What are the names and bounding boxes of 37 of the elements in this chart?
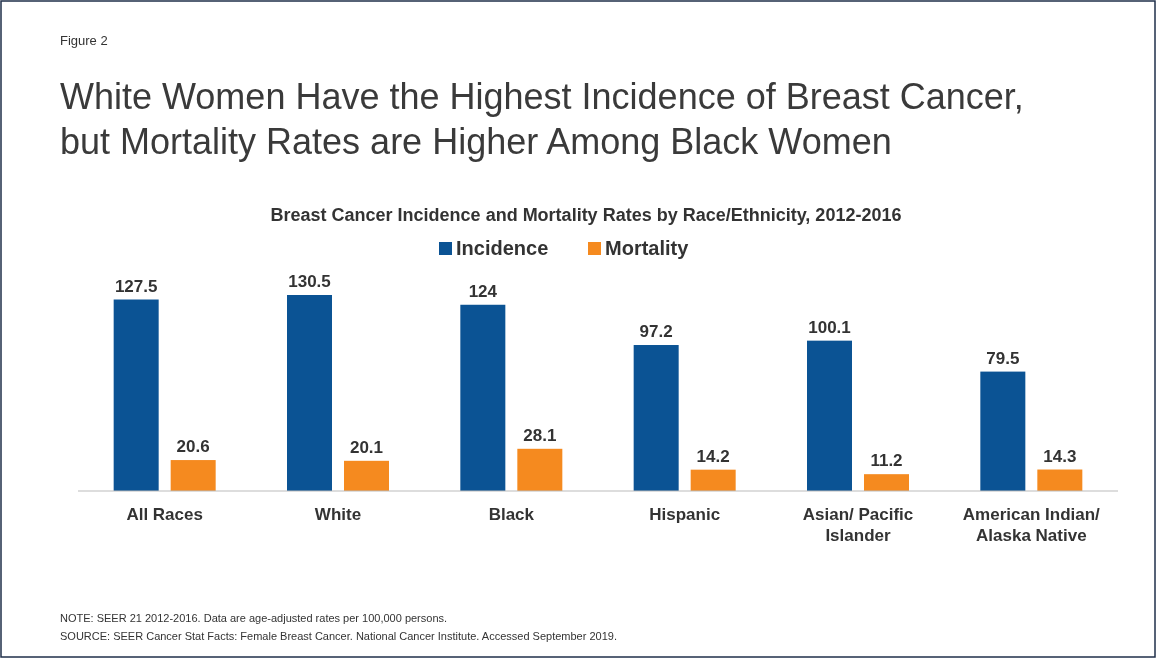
x-tick-label: Hispanic bbox=[649, 505, 721, 524]
source-note: SOURCE: SEER Cancer Stat Facts: Female Breast Cancer. National Cancer Institute. Accessed September 2019. bbox=[60, 630, 617, 642]
data-label: 20.1 bbox=[349, 437, 384, 457]
data-label: 28.1 bbox=[523, 425, 557, 445]
data-label: 14.3 bbox=[1043, 446, 1077, 466]
data-label: 100.1 bbox=[808, 317, 851, 337]
data-label: 127.5 bbox=[114, 276, 158, 296]
legend-label: Incidence bbox=[456, 237, 549, 259]
legend-label: Mortality bbox=[605, 237, 690, 259]
bar bbox=[517, 448, 563, 491]
bar bbox=[113, 299, 159, 491]
x-tick-label: White bbox=[314, 505, 362, 524]
x-tick-label: Black bbox=[488, 505, 535, 524]
bar bbox=[170, 460, 216, 491]
data-label: 79.5 bbox=[986, 348, 1020, 368]
x-tick-label: All Races bbox=[126, 505, 203, 524]
bar bbox=[344, 460, 389, 491]
data-label: 20.6 bbox=[176, 437, 210, 457]
chart-subtitle: Breast Cancer Incidence and Mortality Rates by Race/Ethnicity, 2012-2016 bbox=[270, 205, 902, 225]
data-label: 124 bbox=[468, 281, 498, 301]
bar bbox=[633, 345, 679, 491]
x-tick-label: Asian/ Pacific Islander bbox=[802, 505, 914, 545]
data-label: 11.2 bbox=[870, 451, 903, 471]
bar bbox=[287, 295, 332, 491]
bar bbox=[460, 304, 506, 491]
caption: Figure 2 bbox=[60, 33, 108, 48]
chart-title: White Women Have the Highest Incidence of Breast Cancer, but Mortality Rates are Higher Among Black Women bbox=[60, 76, 1024, 162]
bar bbox=[980, 371, 1026, 491]
text: NOTE: SEER 21 2012-2016. Data are age-adjusted rates per 100,000 persons. bbox=[60, 612, 448, 624]
data-label: 14.2 bbox=[696, 446, 730, 466]
bar bbox=[1037, 469, 1083, 491]
bar bbox=[807, 340, 852, 491]
data-label: 130.5 bbox=[288, 272, 331, 291]
data-label: 97.2 bbox=[639, 322, 673, 342]
bar bbox=[690, 469, 736, 491]
bar bbox=[864, 474, 909, 491]
x-tick-label: American Indian/ Alaska Native bbox=[962, 505, 1101, 545]
